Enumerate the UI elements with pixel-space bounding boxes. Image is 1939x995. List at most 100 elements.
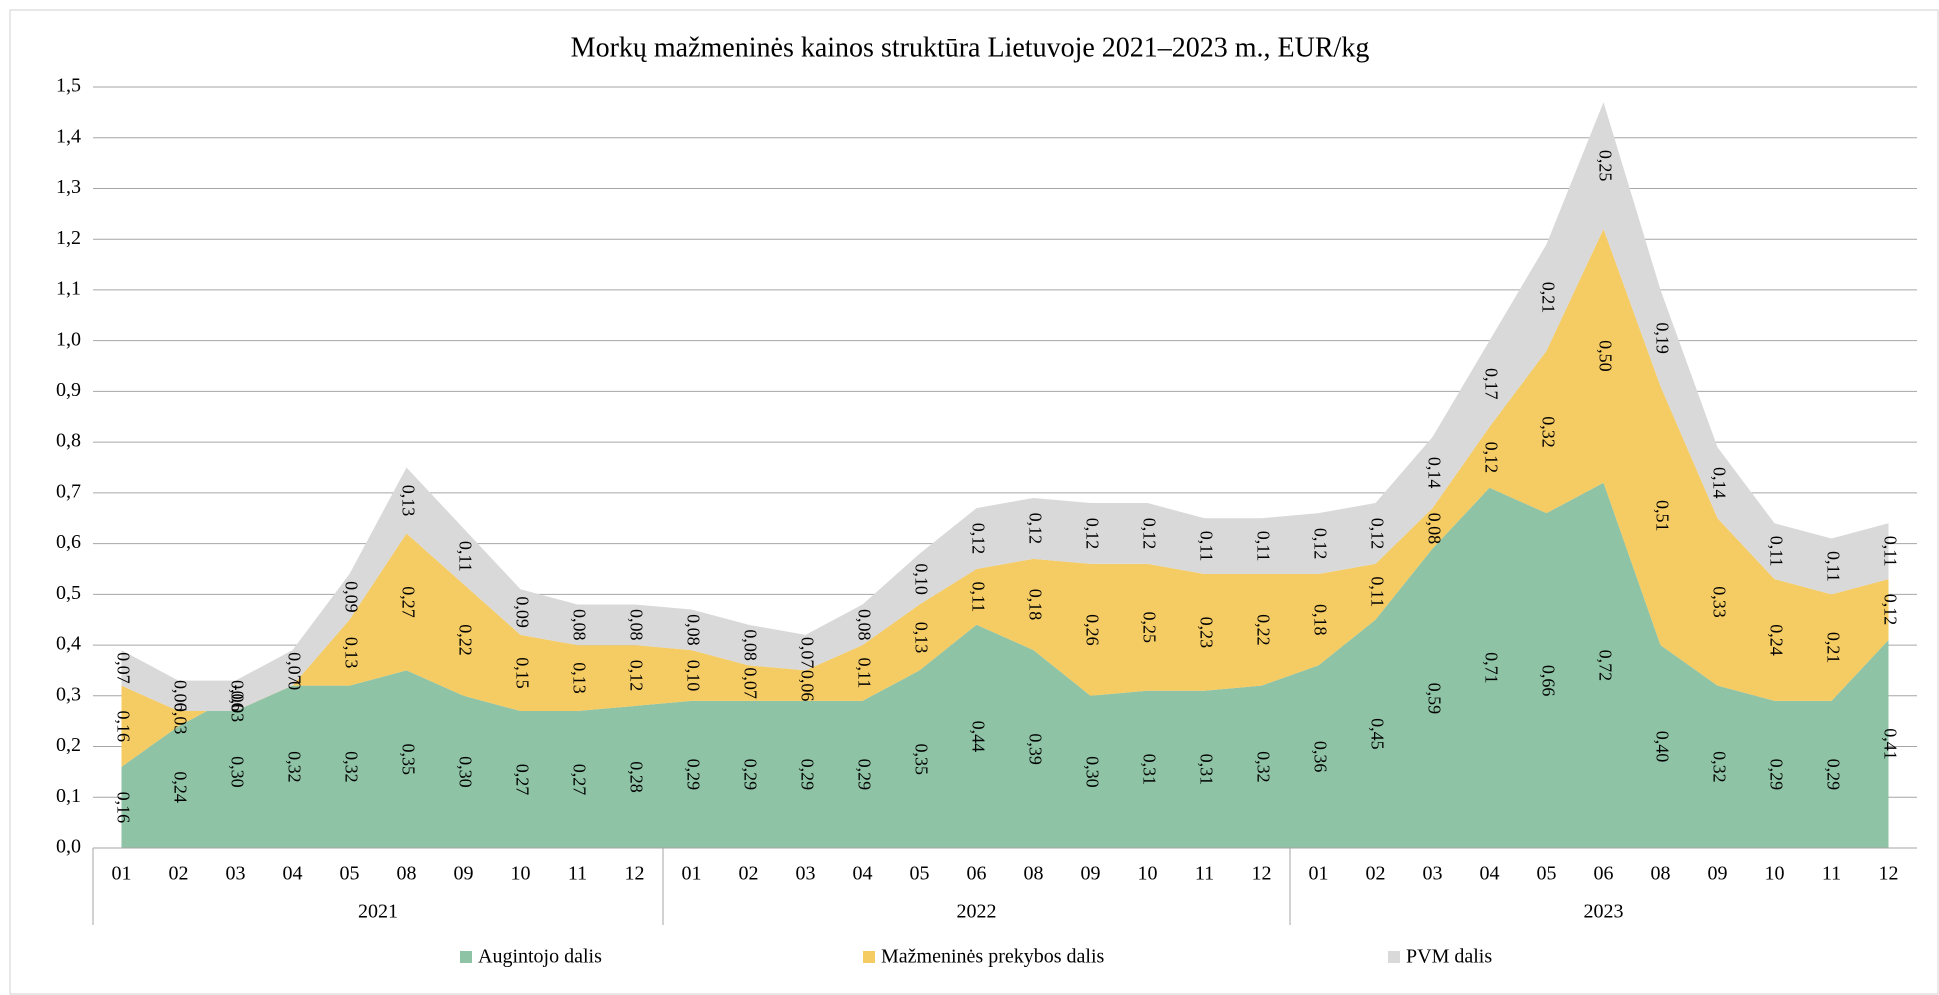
value-label: 0,11: [455, 541, 475, 572]
value-label: 0,26: [1082, 614, 1102, 646]
value-label: 0,12: [1025, 513, 1045, 545]
value-label: 0,09: [341, 581, 361, 613]
value-label: 0,07: [284, 652, 304, 684]
value-label: 0,17: [1481, 368, 1501, 400]
legend-swatch: [1388, 951, 1400, 963]
value-label: 0,14: [1709, 467, 1729, 499]
area: [121, 102, 1889, 712]
value-label: 0,06: [170, 680, 190, 712]
value-label: 0,11: [854, 658, 874, 689]
value-label: 0,50: [1595, 340, 1615, 372]
y-tick-label: 1,0: [56, 328, 81, 350]
value-label: 0,32: [1253, 751, 1273, 783]
x-tick-label: 01: [1309, 863, 1329, 885]
value-label: 0,30: [455, 756, 475, 788]
legend-swatch: [460, 951, 472, 963]
value-label: 0,66: [1538, 665, 1558, 697]
value-label: 0,27: [512, 764, 532, 796]
value-label: 0,33: [1709, 586, 1729, 618]
value-label: 0,12: [1139, 518, 1159, 550]
value-label: 0,12: [968, 523, 988, 555]
value-label: 0,25: [1139, 612, 1159, 644]
x-tick-label: 06: [967, 863, 987, 885]
value-label: 0,09: [512, 596, 532, 628]
value-label: 0,11: [1766, 536, 1786, 567]
value-label: 0,27: [398, 586, 418, 618]
value-label: 0,08: [854, 609, 874, 641]
value-label: 0,32: [1709, 751, 1729, 783]
value-label: 0,39: [1025, 733, 1045, 765]
value-label: 0,29: [797, 759, 817, 791]
x-tick-label: 11: [1822, 863, 1841, 885]
value-label: 0,36: [1310, 741, 1330, 773]
value-label: 0,08: [626, 609, 646, 641]
value-label: 0,51: [1652, 500, 1672, 532]
value-label: 0,16: [113, 710, 133, 742]
area: [121, 229, 1889, 767]
value-label: 0,19: [1652, 322, 1672, 354]
value-label: 0,18: [1310, 604, 1330, 636]
value-label: 0,32: [1538, 416, 1558, 448]
value-label: 0,41: [1880, 728, 1900, 760]
x-tick-label: 08: [397, 863, 417, 885]
value-label: 0,29: [854, 759, 874, 791]
value-label: 0,29: [683, 759, 703, 791]
value-label: 0,32: [284, 751, 304, 783]
y-tick-label: 1,1: [56, 278, 81, 300]
group-label: 2022: [957, 901, 997, 923]
value-label: 0,22: [1253, 614, 1273, 646]
y-tick-label: 0,7: [56, 480, 81, 502]
group-label: 2021: [358, 901, 398, 923]
value-label: 0,07: [740, 667, 760, 699]
value-label: 0,35: [911, 743, 931, 775]
area: [121, 482, 1889, 848]
x-tick-label: 09: [454, 863, 474, 885]
x-tick-label: 01: [682, 863, 702, 885]
value-label: 0,24: [1766, 624, 1786, 656]
value-label: 0,29: [1766, 759, 1786, 791]
x-tick-label: 04: [1480, 863, 1500, 885]
value-label: 0: [284, 681, 304, 690]
value-label: 0,12: [1367, 518, 1387, 550]
value-label: 0,32: [341, 751, 361, 783]
value-label: 0,12: [626, 660, 646, 692]
legend-label: PVM dalis: [1406, 946, 1492, 968]
y-tick-label: 0,8: [56, 430, 81, 452]
value-label: 0,29: [740, 759, 760, 791]
y-tick-label: 0,5: [56, 582, 81, 604]
x-tick-label: 03: [226, 863, 246, 885]
value-label: 0,10: [911, 563, 931, 595]
value-label: 0,06: [797, 670, 817, 702]
value-label: 0,27: [569, 764, 589, 796]
y-tick-label: 0,1: [56, 785, 81, 807]
y-tick-label: 0,0: [56, 836, 81, 858]
value-label: 0,11: [1253, 531, 1273, 562]
value-label: 0,12: [1481, 442, 1501, 474]
value-label: 0,35: [398, 743, 418, 775]
x-tick-label: 10: [511, 863, 531, 885]
value-label: 0,40: [1652, 731, 1672, 763]
y-tick-label: 0,4: [56, 633, 81, 655]
value-label: 0,03: [170, 703, 190, 735]
value-label: 0,08: [740, 629, 760, 661]
y-tick-label: 0,3: [56, 683, 81, 705]
group-label: 2023: [1584, 901, 1624, 923]
x-tick-label: 01: [112, 863, 132, 885]
value-label: 0,22: [455, 624, 475, 656]
value-label: 0,21: [1538, 282, 1558, 314]
value-label: 0,11: [1823, 551, 1843, 582]
y-tick-label: 1,2: [56, 227, 81, 249]
x-tick-label: 02: [169, 863, 189, 885]
value-label: 0,11: [968, 581, 988, 612]
value-label: 0,30: [1082, 756, 1102, 788]
y-tick-label: 1,5: [56, 75, 81, 97]
value-label: 0,25: [1595, 150, 1615, 182]
value-label: 0,31: [1139, 754, 1159, 786]
x-tick-label: 05: [910, 863, 930, 885]
value-label: 0,18: [1025, 589, 1045, 621]
value-label: 0,07: [113, 652, 133, 684]
value-label: 0,71: [1481, 652, 1501, 684]
y-tick-label: 0,2: [56, 734, 81, 756]
value-label: 0,15: [512, 657, 532, 689]
